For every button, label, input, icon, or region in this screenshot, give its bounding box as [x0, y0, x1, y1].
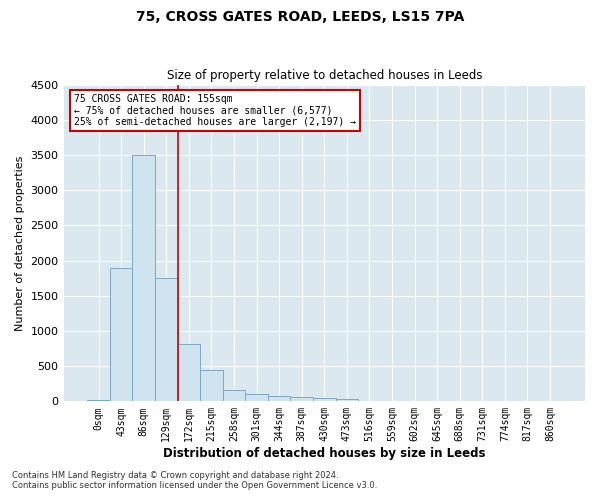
- Bar: [290, 397, 313, 402]
- Text: 75, CROSS GATES ROAD, LEEDS, LS15 7PA: 75, CROSS GATES ROAD, LEEDS, LS15 7PA: [136, 10, 464, 24]
- X-axis label: Distribution of detached houses by size in Leeds: Distribution of detached houses by size …: [163, 447, 485, 460]
- Bar: [223, 390, 245, 402]
- Bar: [245, 394, 268, 402]
- Bar: [133, 155, 155, 402]
- Bar: [155, 278, 178, 402]
- Bar: [87, 400, 110, 402]
- Bar: [335, 399, 358, 402]
- Text: Contains HM Land Registry data © Crown copyright and database right 2024.
Contai: Contains HM Land Registry data © Crown c…: [12, 470, 377, 490]
- Bar: [200, 370, 223, 402]
- Bar: [313, 398, 335, 402]
- Y-axis label: Number of detached properties: Number of detached properties: [15, 156, 25, 330]
- Text: 75 CROSS GATES ROAD: 155sqm
← 75% of detached houses are smaller (6,577)
25% of : 75 CROSS GATES ROAD: 155sqm ← 75% of det…: [74, 94, 356, 128]
- Title: Size of property relative to detached houses in Leeds: Size of property relative to detached ho…: [167, 69, 482, 82]
- Bar: [110, 268, 133, 402]
- Bar: [178, 344, 200, 402]
- Bar: [268, 396, 290, 402]
